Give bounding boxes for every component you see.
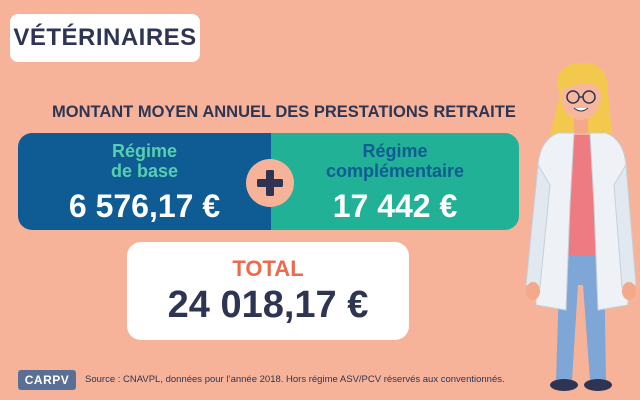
base-regime-panel: Régime de base 6 576,17 €	[18, 133, 271, 230]
complementary-regime-label-line1: Régime	[362, 141, 428, 161]
complementary-regime-label-line2: complémentaire	[325, 161, 465, 181]
base-regime-label-line1: Régime	[111, 141, 178, 161]
complementary-regime-panel: Régime complémentaire 17 442 €	[271, 133, 519, 230]
complementary-regime-value: 17 442 €	[332, 188, 458, 224]
base-regime-value: 6 576,17 €	[68, 188, 221, 224]
source-note: Source : CNAVPL, données pour l’année 20…	[85, 374, 505, 385]
page-heading: MONTANT MOYEN ANNUEL DES PRESTATIONS RET…	[52, 103, 516, 121]
carpv-logo-text: CARPV	[24, 373, 70, 387]
complementary-regime-label: Régime complémentaire	[271, 141, 519, 181]
base-regime-label-line2: de base	[110, 161, 179, 181]
base-regime-label: Régime de base	[18, 141, 271, 181]
plus-icon	[246, 159, 294, 207]
profession-label: VÉTÉRINAIRES	[13, 24, 197, 51]
veterinarian-illustration	[525, 62, 637, 391]
total-value: 24 018,17 €	[167, 284, 369, 326]
total-card: TOTAL 24 018,17 €	[127, 242, 409, 340]
carpv-logo: CARPV	[18, 370, 76, 390]
profession-tag: VÉTÉRINAIRES	[10, 14, 200, 62]
total-label: TOTAL	[232, 256, 304, 281]
